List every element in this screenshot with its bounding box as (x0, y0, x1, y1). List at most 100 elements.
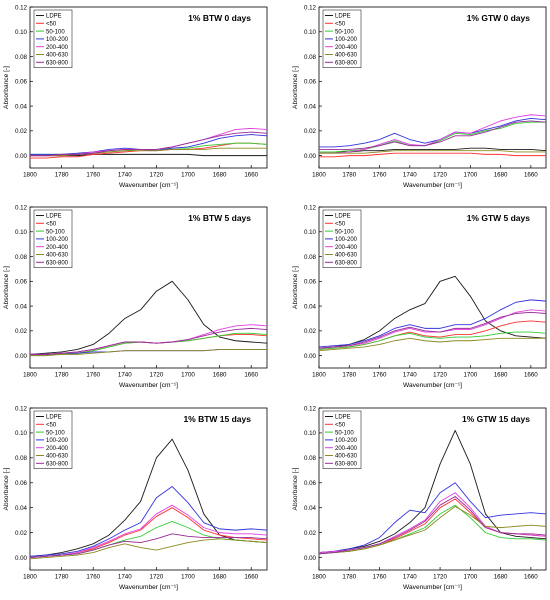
y-tick-label: 0.04 (304, 303, 317, 310)
legend-label: 200-400 (335, 446, 358, 452)
y-tick-label: 0.08 (15, 455, 28, 462)
series-line-6 (30, 348, 267, 357)
x-tick-label: 1700 (181, 574, 195, 581)
x-tick-label: 1660 (244, 172, 258, 179)
x-tick-label: 1800 (312, 172, 326, 179)
y-tick-label: 0.06 (15, 480, 28, 487)
legend-label: LDPE (46, 214, 62, 220)
legend-label: LDPE (335, 214, 351, 220)
x-tick-label: 1760 (86, 372, 100, 379)
x-tick-label: 1760 (373, 172, 387, 179)
y-tick-label: 0.04 (304, 505, 317, 512)
x-tick-label: 1680 (494, 574, 508, 581)
y-tick-label: 0.06 (304, 79, 317, 86)
y-tick-label: 0.12 (15, 4, 28, 11)
y-tick-label: 0.08 (15, 54, 28, 61)
y-tick-label: 0.06 (304, 480, 317, 487)
y-tick-label: 0.08 (304, 54, 317, 61)
x-tick-label: 1680 (213, 574, 227, 581)
y-axis-label: Absorbance [-] (292, 467, 299, 510)
legend-label: 200-400 (46, 45, 69, 51)
series-line-1 (319, 147, 547, 153)
legend-label: 200-400 (335, 245, 358, 251)
y-tick-label: 0.08 (15, 254, 28, 261)
x-tick-label: 1720 (150, 574, 164, 581)
y-tick-label: 0.02 (15, 530, 28, 537)
legend-label: 400-630 (335, 253, 358, 259)
series-line-6 (318, 506, 547, 555)
series-line-4 (318, 299, 547, 348)
legend-label: 400-630 (46, 454, 69, 460)
legend-label: LDPE (335, 415, 351, 421)
x-tick-label: 1660 (244, 574, 258, 581)
series-line-1 (318, 275, 547, 349)
legend-label: 50-100 (46, 430, 65, 436)
x-tick-label: 1720 (150, 172, 164, 179)
legend-label: 50-100 (46, 29, 65, 35)
x-tick-label: 1720 (433, 574, 447, 581)
x-tick-label: 1760 (86, 574, 100, 581)
x-tick-label: 1720 (150, 372, 164, 379)
y-tick-label: 0.10 (304, 430, 317, 437)
y-tick-label: 0.00 (15, 555, 28, 562)
legend-label: 100-200 (46, 438, 69, 444)
legend-label: LDPE (335, 14, 351, 20)
series-line-5 (319, 114, 547, 154)
series-line-6 (318, 337, 546, 352)
x-tick-label: 1680 (494, 172, 508, 179)
legend-label: <50 (335, 423, 346, 429)
legend-label: 400-630 (46, 53, 69, 59)
x-tick-label: 1760 (373, 574, 387, 581)
x-tick-label: 1780 (342, 372, 356, 379)
legend-label: 50-100 (335, 29, 354, 35)
x-tick-label: 1720 (433, 372, 447, 379)
x-tick-label: 1760 (373, 372, 387, 379)
series-line-1 (318, 429, 547, 553)
y-tick-label: 0.04 (15, 303, 28, 310)
chart-panel: 0.00 0.02 0.04 0.06 0.08 0.10 0.12 1800 1780 1760… (292, 4, 547, 189)
y-axis-label: Absorbance [-] (292, 266, 299, 309)
series-line-3 (319, 121, 546, 153)
x-tick-label: 1780 (342, 574, 356, 581)
legend-label: <50 (335, 222, 346, 228)
y-tick-label: 0.08 (304, 455, 317, 462)
series-line-6 (319, 150, 546, 154)
x-tick-label: 1740 (403, 372, 417, 379)
y-tick-label: 0.06 (304, 279, 317, 286)
legend-label: 630-800 (46, 462, 69, 468)
x-tick-label: 1740 (118, 172, 132, 179)
x-tick-label: 1800 (23, 574, 37, 581)
series-line-3 (318, 331, 547, 350)
x-tick-label: 1680 (213, 372, 227, 379)
y-tick-label: 0.10 (304, 229, 317, 236)
series-line-4 (318, 482, 547, 553)
y-tick-label: 0.06 (15, 279, 28, 286)
y-tick-label: 0.12 (304, 4, 317, 11)
y-tick-label: 0.00 (15, 353, 28, 360)
legend-label: 200-400 (46, 245, 69, 251)
y-axis-label: Absorbance [-] (292, 66, 299, 109)
y-tick-label: 0.04 (15, 505, 28, 512)
x-tick-label: 1660 (244, 372, 258, 379)
series-line-2 (319, 152, 546, 158)
y-tick-label: 0.00 (15, 153, 28, 160)
series-line-1 (30, 153, 267, 157)
series-line-4 (29, 486, 268, 557)
legend-label: <50 (335, 22, 346, 28)
legend-label: 100-200 (335, 37, 358, 43)
y-tick-label: 0.02 (15, 128, 28, 135)
legend-label: 630-800 (46, 261, 69, 267)
x-tick-label: 1740 (118, 574, 132, 581)
chart-panel: 0.00 0.02 0.04 0.06 0.08 0.10 0.12 1800 1780 1760… (3, 405, 268, 591)
x-tick-label: 1700 (463, 574, 477, 581)
legend-label: 100-200 (335, 237, 358, 243)
x-tick-label: 1780 (55, 574, 69, 581)
y-tick-label: 0.04 (15, 103, 28, 110)
legend-label: 200-400 (46, 446, 69, 452)
chart-panel: 0.00 0.02 0.04 0.06 0.08 0.10 0.12 1800 1780 1760… (3, 204, 268, 389)
y-tick-label: 0.10 (304, 29, 317, 36)
y-tick-label: 0.00 (304, 353, 317, 360)
x-tick-label: 1780 (55, 372, 69, 379)
x-tick-label: 1700 (463, 372, 477, 379)
legend-label: 630-800 (335, 61, 358, 67)
